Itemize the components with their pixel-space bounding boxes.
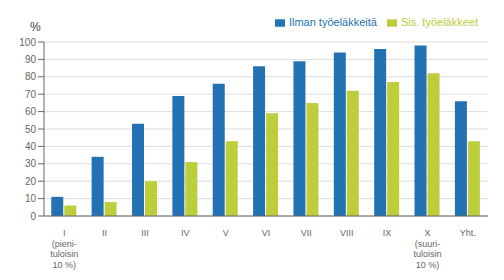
svg-text:II: II — [102, 228, 107, 238]
svg-text:X(suuri-tuloisin10 %): X(suuri-tuloisin10 %) — [413, 228, 441, 270]
html-text:Sis. työeläkkeet: Sis. työeläkkeet — [401, 16, 478, 28]
svg-text:IV: IV — [181, 228, 190, 238]
html-text:Ilman työeläkkeitä: Ilman työeläkkeitä — [288, 16, 377, 28]
svg-text:40: 40 — [25, 141, 37, 152]
svg-text:30: 30 — [25, 158, 37, 169]
svg-text:20: 20 — [25, 176, 37, 187]
svg-text:IX: IX — [383, 228, 392, 238]
svg-text:Yht.: Yht. — [460, 228, 476, 238]
svg-text:V: V — [223, 228, 229, 238]
svg-text:50: 50 — [25, 124, 37, 135]
svg-text:80: 80 — [25, 71, 37, 82]
svg-text:III: III — [141, 228, 149, 238]
svg-text:0: 0 — [30, 211, 36, 222]
svg-text:90: 90 — [25, 54, 37, 65]
svg-text:VII: VII — [301, 228, 312, 238]
svg-text:70: 70 — [25, 89, 37, 100]
svg-text:60: 60 — [25, 106, 37, 117]
svg-text:100: 100 — [19, 37, 36, 48]
svg-text:VIII: VIII — [340, 228, 354, 238]
svg-text:10: 10 — [25, 193, 37, 204]
svg-text:I(pieni-tuloisin10 %): I(pieni-tuloisin10 %) — [50, 228, 78, 270]
svg-text:VI: VI — [262, 228, 271, 238]
